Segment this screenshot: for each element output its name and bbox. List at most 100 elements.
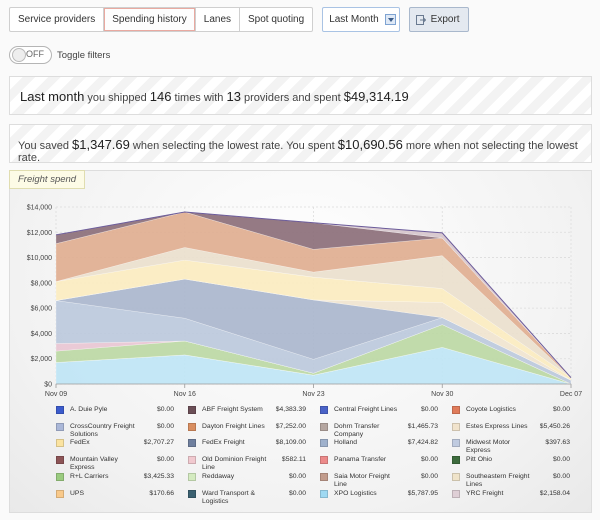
legend-swatch	[452, 406, 460, 414]
y-tick-label: $6,000	[31, 306, 53, 313]
legend-provider-value: $170.66	[149, 489, 174, 497]
legend-provider-name: Ward Transport & Logistics	[202, 489, 256, 505]
legend-provider-value: $0.00	[288, 472, 306, 480]
legend-swatch	[188, 439, 196, 448]
legend-provider-value: $0.00	[156, 456, 174, 464]
legend-provider-value: $2,158.04	[539, 489, 570, 497]
legend-item[interactable]: XPO Logistics $5,787.95	[320, 489, 446, 503]
legend-swatch	[188, 456, 196, 465]
legend-swatch	[320, 439, 328, 448]
legend-swatch	[56, 489, 64, 498]
legend-provider-name: Mountain Valley Express	[70, 456, 118, 472]
legend-swatch	[56, 406, 64, 414]
legend-provider-value: $0.00	[420, 406, 438, 413]
legend-item[interactable]: Old Dominion Freight Line $582.11	[188, 455, 314, 472]
period-select-value: Last Month	[329, 14, 379, 25]
legend-provider-name: Dayton Freight Lines	[202, 422, 265, 430]
legend-swatch	[56, 422, 64, 431]
legend-swatch	[56, 472, 64, 481]
x-tick-label: Nov 16	[174, 391, 196, 398]
legend-provider-value: $0.00	[552, 472, 570, 480]
legend-provider-name: R+L Carriers	[70, 472, 109, 480]
legend-item[interactable]: FedEx $2,707.27	[56, 438, 182, 452]
legend-swatch	[188, 422, 196, 431]
savings-summary: You saved $1,347.69 when selecting the l…	[9, 124, 592, 164]
legend-provider-name: Panama Transfer	[334, 456, 387, 464]
legend-provider-name: FedEx	[70, 439, 90, 447]
legend-item[interactable]: FedEx Freight $8,109.00	[188, 438, 314, 452]
legend-swatch	[452, 422, 460, 431]
freight-spend-chart: $0 $2,000 $4,000 $6,000 $8,000 $10,000 $12,000…	[27, 205, 583, 399]
legend-provider-value: $4,383.39	[275, 406, 306, 413]
legend-swatch	[188, 489, 196, 498]
legend-swatch	[56, 439, 64, 448]
legend-item[interactable]: Dohrn Transfer Company $1,465.73	[320, 422, 446, 438]
legend-item[interactable]: Reddaway $0.00	[188, 472, 314, 486]
legend-provider-value: $0.00	[156, 422, 174, 430]
x-tick-label: Nov 23	[302, 391, 324, 398]
legend-provider-value: $582.11	[281, 456, 306, 464]
legend-swatch	[188, 472, 196, 481]
legend-item[interactable]: Mountain Valley Express $0.00	[56, 455, 182, 472]
toolbar: Service providers Spending history Lanes…	[9, 7, 469, 32]
period-select[interactable]: Last Month	[322, 7, 400, 32]
x-tick-label: Nov 09	[45, 391, 67, 398]
legend-item[interactable]: UPS $170.66	[56, 489, 182, 503]
toggle-state: OFF	[26, 49, 44, 59]
chevron-down-icon[interactable]	[384, 14, 396, 25]
legend-item[interactable]: CrossCountry Freight Solutions $0.00	[56, 422, 182, 438]
legend-item[interactable]: Coyote Logistics $0.00	[452, 405, 578, 419]
legend-item[interactable]: Ward Transport & Logistics $0.00	[188, 489, 314, 505]
legend-item[interactable]: Pitt Ohio $0.00	[452, 455, 578, 469]
legend-item[interactable]: A. Duie Pyle $0.00	[56, 405, 182, 419]
total-line	[55, 211, 572, 379]
export-label: Export	[430, 14, 460, 25]
total-spent: $49,314.19	[343, 89, 409, 104]
legend-item[interactable]: Holland $7,424.82	[320, 438, 446, 452]
legend-item[interactable]: Southeastern Freight Lines $0.00	[452, 472, 578, 488]
legend-item[interactable]: Panama Transfer $0.00	[320, 455, 446, 469]
legend-item[interactable]: R+L Carriers $3,425.33	[56, 472, 182, 486]
legend-swatch	[452, 489, 460, 498]
legend-item[interactable]: YRC Freight $2,158.04	[452, 489, 578, 503]
export-icon	[415, 14, 426, 25]
legend-provider-value: $0.00	[156, 406, 174, 413]
legend-item[interactable]: Estes Express Lines $5,450.26	[452, 422, 578, 436]
legend-swatch	[452, 472, 460, 481]
legend-provider-name: A. Duie Pyle	[70, 406, 108, 413]
legend-item[interactable]: Dayton Freight Lines $7,252.00	[188, 422, 314, 436]
legend-swatch	[320, 422, 328, 431]
filter-toggle[interactable]: OFF	[9, 46, 52, 64]
legend-provider-value: $7,252.00	[275, 422, 306, 430]
tab-spot-quoting[interactable]: Spot quoting	[248, 14, 305, 25]
legend-swatch	[188, 406, 196, 414]
legend-item[interactable]: Midwest Motor Express $397.63	[452, 438, 578, 454]
legend-provider-name: Saia Motor Freight Line	[334, 472, 390, 488]
y-tick-label: $12,000	[27, 230, 52, 237]
legend-provider-name: Reddaway	[202, 472, 235, 480]
legend-item[interactable]: ABF Freight System $4,383.39	[188, 405, 314, 419]
amount-overspent: $10,690.56	[337, 137, 403, 152]
legend-provider-name: ABF Freight System	[202, 406, 263, 413]
savings-text-b: when selecting the lowest rate. You spen…	[129, 140, 338, 152]
legend-provider-name: Old Dominion Freight Line	[202, 456, 267, 472]
legend-provider-name: YRC Freight	[466, 489, 504, 497]
y-tick-label: $2,000	[31, 356, 53, 363]
legend-provider-value: $1,465.73	[407, 422, 438, 430]
legend-provider-value: $0.00	[420, 456, 438, 464]
tab-service-providers[interactable]: Service providers	[10, 8, 105, 31]
panel-title: Freight spend	[9, 170, 86, 189]
export-button[interactable]: Export	[408, 7, 469, 32]
toggle-knob	[12, 48, 26, 62]
legend-swatch	[320, 456, 328, 465]
x-tick-label: Nov 30	[431, 391, 453, 398]
tab-lanes[interactable]: Lanes	[196, 8, 241, 31]
tab-spending-history[interactable]: Spending history	[104, 8, 196, 31]
legend-item[interactable]: Saia Motor Freight Line $0.00	[320, 472, 446, 488]
legend-provider-value: $0.00	[420, 472, 438, 480]
legend-item[interactable]: Central Freight Lines $0.00	[320, 405, 446, 419]
series-group	[55, 211, 572, 385]
legend-swatch	[320, 489, 328, 498]
legend-swatch	[320, 472, 328, 481]
legend-provider-name: Coyote Logistics	[466, 406, 516, 413]
